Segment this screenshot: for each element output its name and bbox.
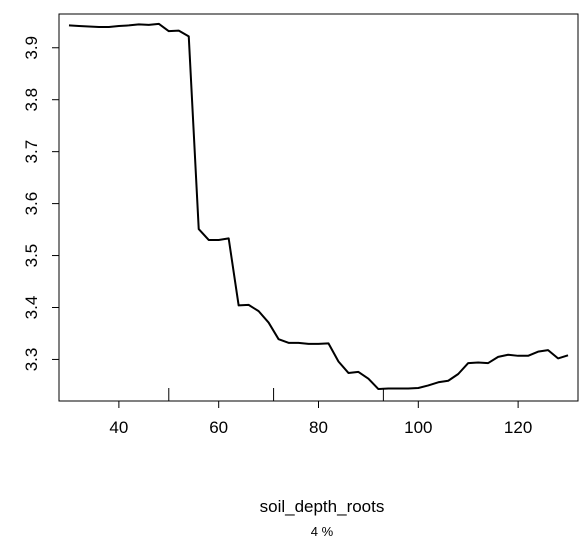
x-tick-label: 100	[404, 418, 432, 437]
y-tick-label: 3.5	[22, 244, 41, 268]
y-tick-label: 3.6	[22, 192, 41, 216]
y-tick-label: 3.4	[22, 296, 41, 320]
x-axis-subtitle: 4 %	[311, 524, 334, 539]
x-tick-label: 60	[209, 418, 228, 437]
rug-marks	[168, 388, 384, 401]
x-tick-label: 120	[504, 418, 532, 437]
y-tick-label: 3.8	[22, 88, 41, 112]
y-tick-label: 3.3	[22, 348, 41, 372]
y-tick-label: 3.9	[22, 36, 41, 60]
series-line	[68, 22, 569, 391]
x-axis: 40 60 80 100 120	[109, 400, 532, 437]
y-tick-label: 3.7	[22, 140, 41, 164]
y-axis: 3.3 3.4 3.5 3.6 3.7 3.8 3.9	[22, 36, 60, 372]
x-axis-title: soil_depth_roots	[260, 497, 385, 516]
x-tick-label: 80	[309, 418, 328, 437]
x-tick-label: 40	[109, 418, 128, 437]
